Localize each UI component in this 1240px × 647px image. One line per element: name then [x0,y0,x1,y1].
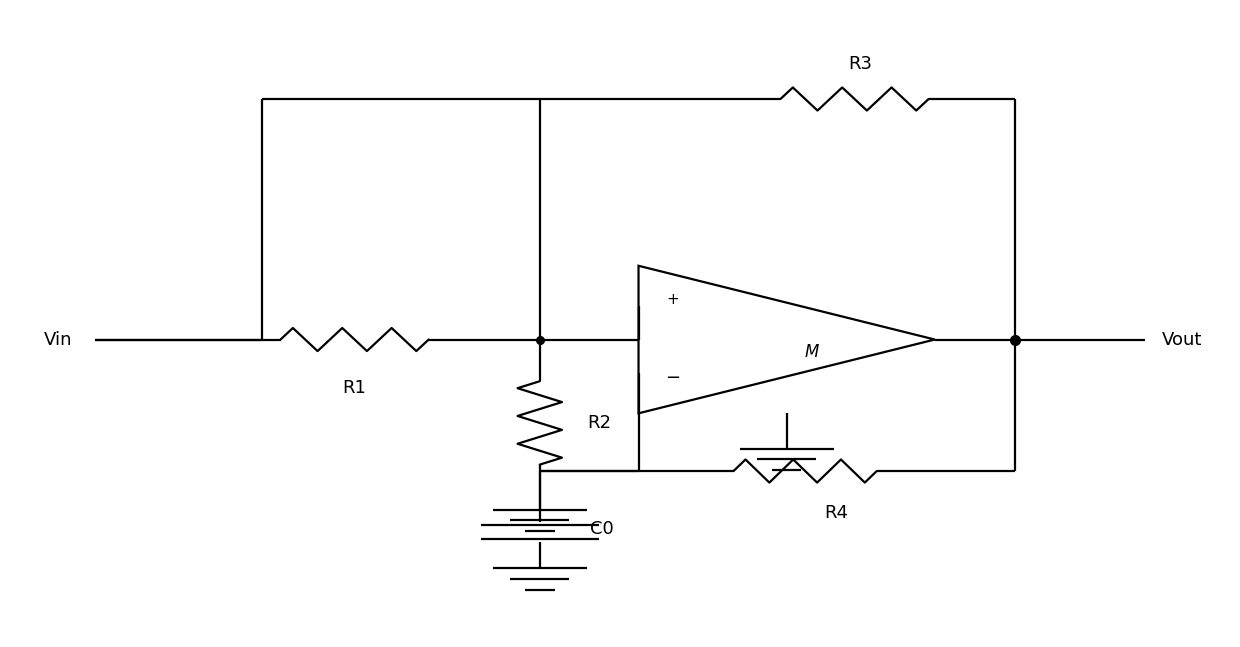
Text: R2: R2 [587,414,611,432]
Text: M: M [805,344,818,362]
Text: R4: R4 [825,504,848,521]
Text: −: − [666,369,681,387]
Text: R1: R1 [342,378,367,397]
Text: Vin: Vin [45,331,73,349]
Text: +: + [667,292,680,307]
Text: Vout: Vout [1162,331,1202,349]
Text: R3: R3 [848,55,873,72]
Text: C0: C0 [589,520,614,538]
